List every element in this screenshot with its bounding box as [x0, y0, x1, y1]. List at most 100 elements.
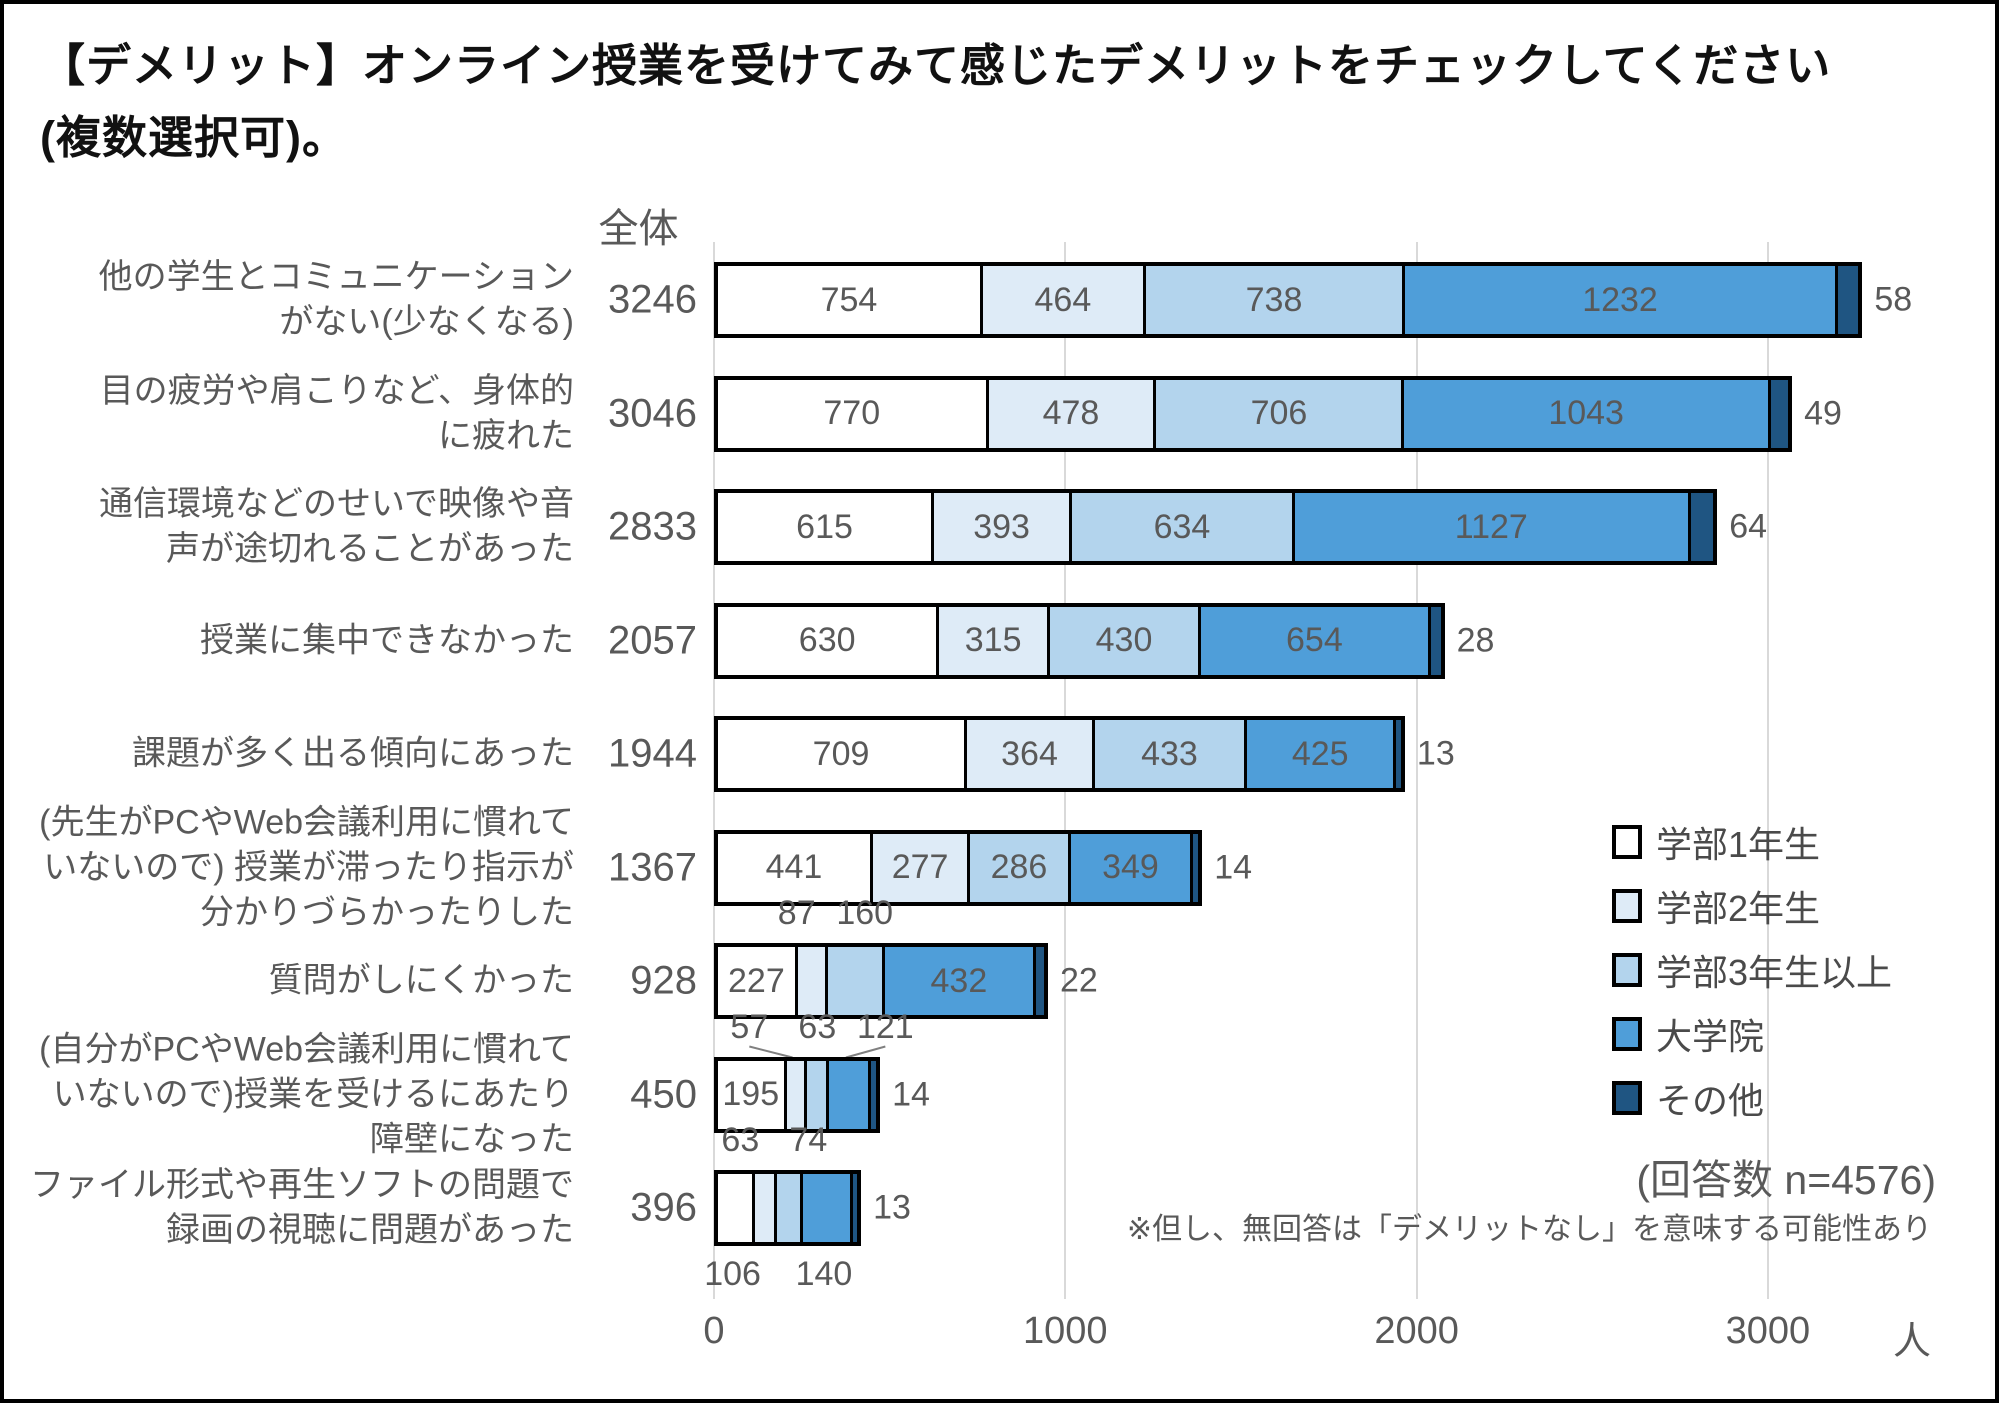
bar: 630 315 430 654: [714, 602, 1445, 679]
outside-value: 49: [1804, 394, 1842, 432]
legend-label: 学部1年生: [1656, 824, 1821, 865]
bar-segment: 478: [988, 379, 1157, 448]
category-label: 授業に集中できなかった: [24, 618, 574, 663]
bar: 195: [714, 1056, 881, 1133]
legend-label: 大学院: [1656, 1016, 1765, 1057]
segment-value: 706: [1250, 394, 1308, 432]
outside-value: 14: [1214, 848, 1253, 886]
callout-value: 140: [795, 1255, 853, 1293]
legend-label: 学部3年生以上: [1656, 952, 1893, 993]
segment-value: 277: [891, 848, 949, 886]
bar: 754 464 738 1232: [714, 262, 1863, 338]
segment-value: 433: [1141, 734, 1198, 773]
segment-value: 393: [973, 507, 1030, 546]
callout-value: 121: [856, 1007, 914, 1046]
bar-segment: [786, 1060, 807, 1129]
gridline: [1415, 242, 1418, 1299]
bar-segment: 709: [718, 720, 968, 788]
bar-segment: [1193, 833, 1199, 902]
bar-segment: [828, 947, 885, 1015]
legend-item: 大学院: [1612, 1002, 1892, 1066]
segment-value: 315: [964, 621, 1022, 659]
outside-value: 64: [1729, 507, 1768, 546]
category-label-line: 他の学生とコミュニケーション: [98, 258, 574, 296]
segment-value: 464: [1034, 280, 1092, 319]
legend-swatch: [1612, 889, 1642, 923]
total-value: 3046: [608, 391, 697, 435]
bar-segment: 654: [1201, 606, 1431, 675]
segment-value: 425: [1291, 734, 1349, 773]
bar-segment: 754: [718, 266, 983, 334]
bar-segment: 1043: [1404, 379, 1771, 448]
bar-segment: 364: [967, 720, 1095, 788]
category-label: 課題が多く出る傾向にあった: [24, 732, 574, 777]
bar-segment: 706: [1156, 379, 1405, 448]
segment-value: 478: [1042, 394, 1100, 432]
bar-segment: [871, 1060, 877, 1129]
x-axis-tick-label: 3000: [1725, 1310, 1811, 1352]
segment-value: 738: [1245, 280, 1303, 319]
legend-item: その他: [1612, 1066, 1892, 1130]
segment-value: 195: [722, 1075, 780, 1113]
total-value: 928: [630, 958, 697, 1003]
chart-title-line1: 【デメリット】オンライン授業を受けてみて感じたデメリットをチェックしてください: [40, 40, 1832, 91]
segment-value: 441: [765, 848, 823, 886]
bar-segment: 433: [1094, 720, 1248, 788]
bar-segment: 195: [718, 1060, 787, 1129]
bar-segment: 441: [718, 833, 873, 902]
outside-value: 58: [1874, 280, 1913, 319]
category-label-line: いないので) 授業が滞ったり指示が: [43, 848, 574, 886]
segment-value: 364: [1001, 734, 1058, 773]
bar-segment: 227: [718, 947, 798, 1015]
bar-segment: [1690, 493, 1714, 561]
category-label-line: 障壁になった: [370, 1120, 574, 1158]
bar-segment: [828, 1060, 872, 1129]
legend-swatch: [1612, 825, 1642, 859]
bar: 770 478 706 1043: [714, 375, 1793, 452]
legend-label: その他: [1656, 1080, 1765, 1121]
chart-title: 【デメリット】オンライン授業を受けてみて感じたデメリットをチェックしてください …: [40, 30, 1831, 174]
gridline: [1766, 242, 1769, 1299]
callout-value: 63: [721, 1121, 760, 1159]
bar-segment: [1036, 947, 1044, 1015]
plot-area: 754 464 738 1232 58 770 478 706 1043 49 615 393 634 1…: [704, 242, 1926, 1299]
legend-item: 学部1年生: [1612, 810, 1892, 874]
total-value: 1944: [608, 731, 697, 776]
segment-value: 349: [1102, 848, 1159, 886]
legend-swatch: [1612, 1017, 1642, 1051]
bar-segment: [777, 1174, 804, 1242]
bar-segment: [806, 1060, 829, 1129]
bar: 227 432: [714, 943, 1048, 1019]
outside-value: 13: [873, 1188, 911, 1227]
total-value: 2833: [608, 504, 697, 549]
bar-segment: [803, 1174, 853, 1242]
bar-segment: 425: [1247, 720, 1397, 788]
category-labels-column: 他の学生とコミュニケーション がない(少なくなる) 目の疲労や肩こりなど、身体的 に疲…: [24, 242, 574, 1299]
category-label-line: 通信環境などのせいで映像や音: [99, 485, 574, 523]
category-label: 質問がしにくかった: [24, 959, 574, 1004]
category-label: 他の学生とコミュニケーション がない(少なくなる): [24, 255, 574, 345]
category-label-line: (先生がPCやWeb会議利用に慣れて: [39, 803, 574, 841]
callout-value: 87: [777, 894, 816, 932]
callout-value: 57: [730, 1007, 769, 1046]
segment-value: 1043: [1548, 394, 1624, 432]
bar: 441 277 286 349: [714, 829, 1203, 906]
bar-segment: 430: [1049, 606, 1202, 675]
segment-value: 770: [823, 394, 881, 432]
bar-segment: 349: [1070, 833, 1194, 902]
segment-value: 286: [990, 848, 1048, 886]
bar: 709 364 433 425: [714, 716, 1405, 792]
category-label-line: 目の疲労や肩こりなど、身体的: [99, 371, 574, 410]
total-value: 450: [630, 1072, 697, 1116]
category-label-line: (自分がPCやWeb会議利用に慣れて: [39, 1030, 574, 1068]
bar-segment: 770: [718, 379, 989, 448]
bar-segment: 1127: [1294, 493, 1691, 561]
segment-value: 654: [1286, 621, 1343, 659]
bar-segment: 615: [718, 493, 935, 561]
totals-column: 3246 3046 2833 2057 1944 1367 928 450 396: [576, 242, 701, 1299]
bar: 615 393 634 1127: [714, 489, 1718, 565]
total-value: 396: [630, 1185, 697, 1230]
legend-label: 学部2年生: [1656, 888, 1821, 929]
category-label-line: 分かりづらかったりした: [200, 893, 574, 931]
